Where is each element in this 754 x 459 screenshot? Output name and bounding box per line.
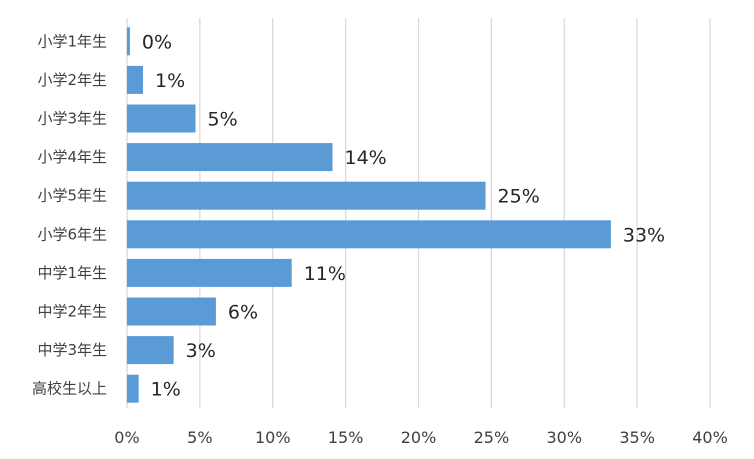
category-label: 小学2年生 [37, 71, 107, 89]
category-label: 小学5年生 [37, 187, 107, 205]
bar [127, 297, 216, 326]
x-tick-label: 40% [692, 428, 728, 447]
data-label: 5% [208, 109, 238, 131]
data-label: 0% [142, 31, 172, 53]
x-tick-label: 10% [255, 428, 291, 447]
data-label: 1% [155, 70, 185, 92]
category-labels: 小学1年生小学2年生小学3年生小学4年生小学5年生小学6年生中学1年生中学2年生… [32, 32, 107, 397]
x-tick-label: 25% [474, 428, 510, 447]
gridlines [126, 18, 711, 408]
data-label: 6% [228, 302, 258, 324]
category-label: 小学3年生 [37, 110, 107, 128]
x-axis-tick-labels: 0% 5% 10% 15% 20% 25% 30% 35% 40% [114, 428, 727, 447]
bar [127, 104, 196, 133]
data-labels: 0%1%5%14%25%33%11%6%3%1% [142, 31, 665, 400]
data-label: 11% [304, 263, 346, 285]
category-label: 小学4年生 [37, 148, 107, 166]
category-label: 高校生以上 [32, 380, 107, 398]
bar [127, 65, 144, 94]
category-label: 中学3年生 [37, 341, 107, 359]
bar [127, 258, 292, 287]
bars [127, 27, 611, 403]
data-label: 3% [186, 340, 216, 362]
data-label: 1% [151, 379, 181, 401]
x-tick-label: 20% [401, 428, 437, 447]
category-label: 小学6年生 [37, 225, 107, 243]
data-label: 25% [498, 186, 540, 208]
bar [127, 220, 611, 249]
bar [127, 374, 139, 403]
x-tick-label: 30% [546, 428, 582, 447]
category-label: 小学1年生 [37, 32, 107, 50]
bar [127, 143, 333, 172]
x-tick-label: 35% [619, 428, 655, 447]
category-label: 中学2年生 [37, 303, 107, 321]
bar [127, 336, 174, 365]
bar [127, 27, 130, 56]
x-tick-label: 5% [187, 428, 212, 447]
data-label: 14% [345, 147, 387, 169]
x-tick-label: 15% [328, 428, 364, 447]
bar [127, 181, 486, 210]
data-label: 33% [623, 224, 665, 246]
x-tick-label: 0% [114, 428, 139, 447]
category-label: 中学1年生 [37, 264, 107, 282]
